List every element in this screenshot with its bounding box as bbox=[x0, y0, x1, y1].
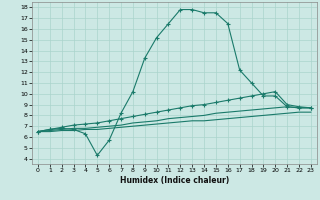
X-axis label: Humidex (Indice chaleur): Humidex (Indice chaleur) bbox=[120, 176, 229, 185]
